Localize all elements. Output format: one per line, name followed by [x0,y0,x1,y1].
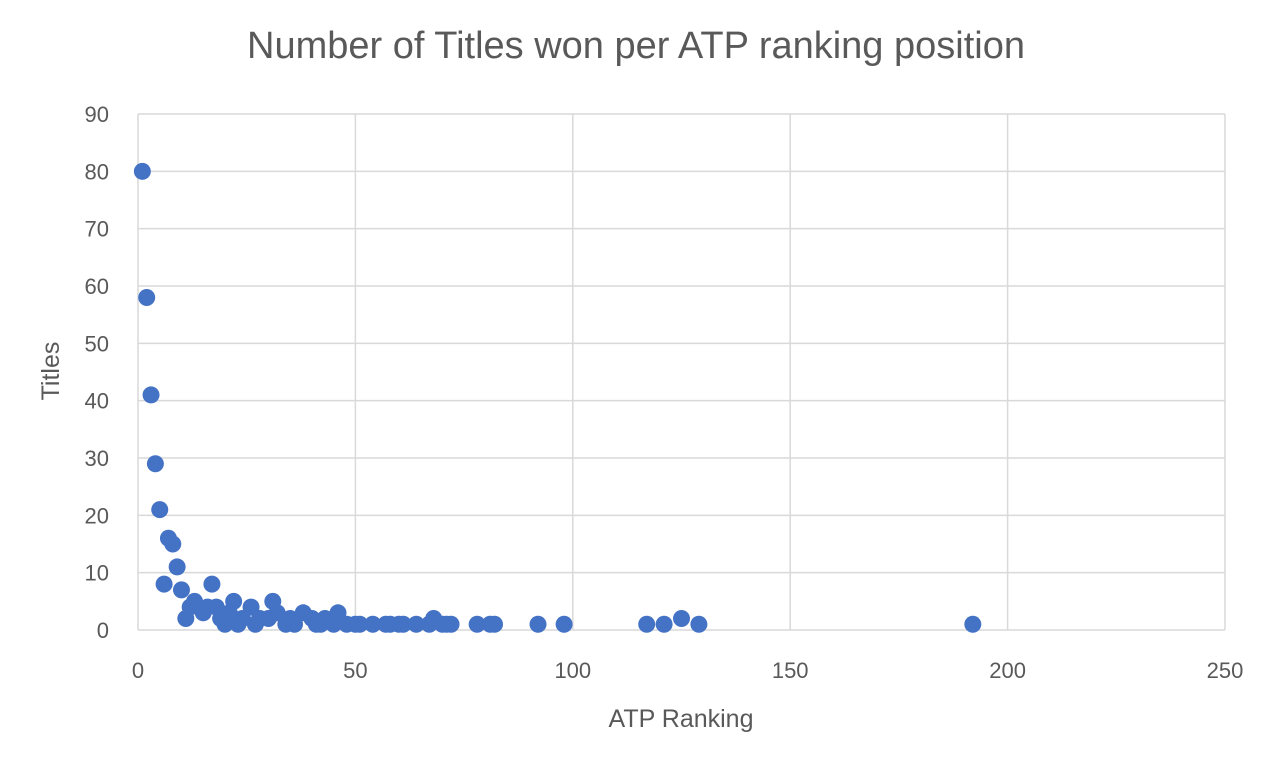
data-point [151,501,169,519]
y-tick-label: 10 [85,561,109,586]
y-tick-label: 90 [85,102,109,127]
y-tick-label: 80 [85,159,109,184]
y-axis-label: Titles [37,342,65,401]
data-point [164,535,182,553]
y-tick-label: 60 [85,274,109,299]
data-point [442,615,460,633]
data-point [407,615,425,633]
data-point [673,610,690,628]
chart-title: Number of Titles won per ATP ranking pos… [247,25,1025,67]
data-point [203,575,221,593]
x-tick-label: 200 [989,658,1026,683]
x-tick-label: 150 [772,658,809,683]
y-tick-label: 20 [85,503,109,528]
y-tick-label: 40 [85,389,109,414]
data-point [155,575,173,593]
y-tick-label: 50 [85,331,109,356]
data-point [133,162,151,180]
x-tick-label: 250 [1207,658,1244,683]
data-point [172,581,190,599]
x-axis-label: ATP Ranking [609,705,754,733]
data-point [351,615,369,633]
data-point [529,615,547,633]
data-point [168,558,186,576]
data-point [486,615,504,633]
x-tick-label: 0 [132,658,144,683]
y-tick-label: 70 [85,217,109,242]
data-point [225,592,243,610]
data-point [555,615,573,633]
axes [137,114,1225,631]
data-point [690,615,708,633]
data-point [655,615,673,633]
data-point [638,615,656,633]
data-point [394,615,412,633]
data-points [133,162,982,633]
data-point [142,386,160,404]
data-point [146,455,164,473]
data-point [138,288,156,306]
data-point [364,615,382,633]
x-tick-label: 50 [343,658,367,683]
y-tick-label: 0 [97,618,109,643]
y-tick-label: 30 [85,446,109,471]
data-point [964,615,982,633]
data-point [468,615,486,633]
tick-labels: 0 10 20 30 40 50 60 70 80 90 0 50 100 150 200 250 [85,102,1244,683]
x-tick-label: 100 [554,658,591,683]
gridlines [138,113,1226,630]
